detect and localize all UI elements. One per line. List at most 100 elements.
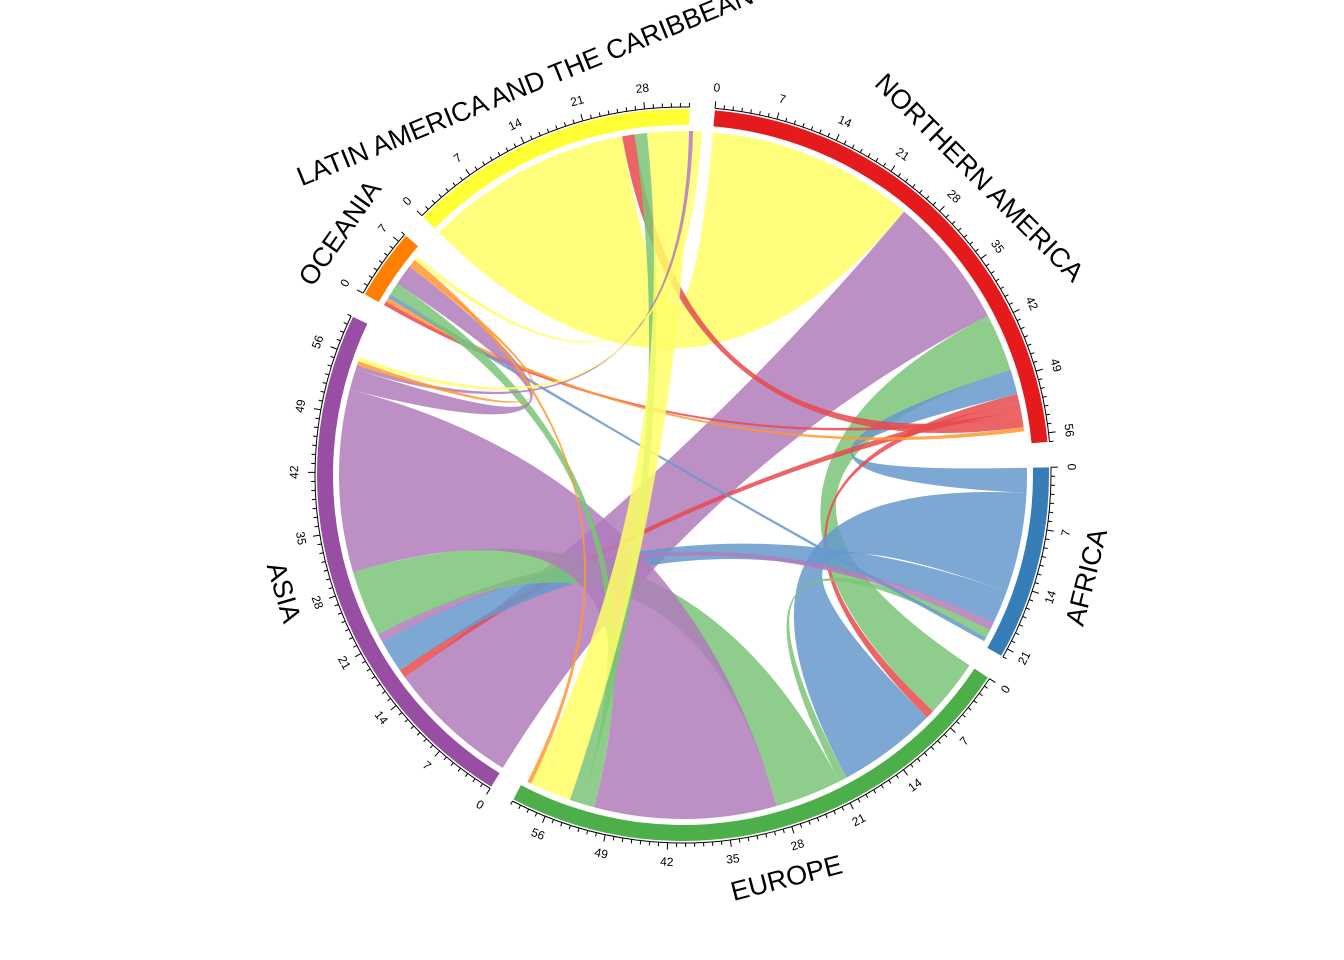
tick-asia-59 <box>343 322 348 325</box>
tick-northern-america-10 <box>802 123 805 128</box>
tick-africa-8 <box>1045 538 1050 541</box>
sector-track-asia[interactable] <box>316 316 500 787</box>
sector-label-africa: AFRICA <box>1060 525 1113 628</box>
tick-northern-america-38 <box>995 278 1000 282</box>
tick-northern-america-41 <box>1008 302 1013 305</box>
tick-northern-america-36 <box>985 263 990 267</box>
tick-northern-america-45 <box>1024 335 1029 338</box>
tick-asia-6 <box>443 756 447 761</box>
sector-track-africa[interactable] <box>987 467 1049 656</box>
tick-europe-16 <box>888 779 892 784</box>
tick-africa-20 <box>1011 640 1016 644</box>
ribbon-latin-america-and-the-caribbean-to-europe[interactable] <box>531 131 690 800</box>
tick-europe-25 <box>816 817 820 822</box>
tick-europe-27 <box>799 823 803 828</box>
tick-label-northern-america-0: 0 <box>713 80 721 95</box>
ribbon-africa-to-europe[interactable] <box>793 491 1027 778</box>
tick-asia-33 <box>319 552 324 555</box>
tick-africa-17 <box>1022 615 1027 619</box>
tick-europe-26 <box>808 820 811 825</box>
tick-label-northern-america-7: 7 <box>777 91 787 106</box>
tick-northern-america-31 <box>957 227 962 232</box>
tick-europe-23 <box>833 810 836 815</box>
ribbon-africa-to-northern-america[interactable] <box>850 369 1027 494</box>
tick-northern-america-40 <box>1004 294 1009 298</box>
tick-label-northern-america-49: 49 <box>1047 357 1064 374</box>
tick-northern-america-3 <box>741 107 743 112</box>
tick-europe-14 <box>903 769 909 776</box>
tick-asia-19 <box>366 668 371 672</box>
tick-asia-7 <box>434 750 441 757</box>
tick-europe-53 <box>568 825 571 830</box>
tick-northern-america-21 <box>890 165 896 172</box>
tick-asia-23 <box>348 637 354 640</box>
tick-northern-america-4 <box>750 109 752 114</box>
ribbon-africa-to-oceania[interactable] <box>388 294 987 642</box>
tick-europe-48 <box>612 836 615 841</box>
tick-label-asia-14: 14 <box>372 708 391 727</box>
tick-europe-51 <box>586 830 589 835</box>
tick-europe-20 <box>857 798 861 803</box>
tick-europe-3 <box>973 700 978 704</box>
tick-northern-america-5 <box>759 111 761 116</box>
ribbon-europe-to-asia[interactable] <box>352 548 840 807</box>
tick-asia-14 <box>390 705 397 711</box>
tick-latin-america-and-the-caribbean-10 <box>489 156 493 161</box>
tick-asia-9 <box>423 738 427 743</box>
tick-latin-america-and-the-caribbean-14 <box>520 136 525 144</box>
tick-europe-0 <box>989 678 996 683</box>
tick-latin-america-and-the-caribbean-19 <box>563 122 567 127</box>
tick-europe-30 <box>774 831 776 836</box>
tick-asia-5 <box>450 762 454 767</box>
tick-asia-29 <box>328 587 333 590</box>
tick-label-europe-7: 7 <box>957 734 972 749</box>
tick-northern-america-35 <box>980 254 987 260</box>
tick-label-latin-america-and-the-caribbean-21: 21 <box>569 92 586 109</box>
tick-latin-america-and-the-caribbean-17 <box>546 128 550 133</box>
tick-africa-12 <box>1037 573 1042 576</box>
tick-asia-2 <box>472 778 476 783</box>
tick-northern-america-2 <box>732 106 734 111</box>
tick-northern-america-53 <box>1044 404 1049 407</box>
tick-northern-america-26 <box>925 195 930 200</box>
sector-track-latin-america-and-the-caribbean[interactable] <box>423 109 690 229</box>
tick-africa-10 <box>1041 556 1046 558</box>
tick-asia-49 <box>313 408 321 411</box>
tick-label-latin-america-and-the-caribbean-7: 7 <box>451 150 465 165</box>
tick-asia-1 <box>479 783 483 788</box>
tick-asia-20 <box>361 660 366 664</box>
tick-europe-60 <box>510 800 513 805</box>
sector-track-northern-america[interactable] <box>713 110 1048 444</box>
tick-europe-2 <box>978 692 983 697</box>
tick-latin-america-and-the-caribbean-18 <box>555 125 558 130</box>
tick-label-europe-14: 14 <box>905 775 924 794</box>
ribbon-asia-to-europe[interactable] <box>339 389 777 819</box>
tick-asia-8 <box>429 744 434 749</box>
tick-asia-35 <box>312 534 321 537</box>
ribbon-europe-to-northern-america[interactable] <box>820 315 1011 712</box>
tick-label-northern-america-21: 21 <box>893 145 912 164</box>
tick-northern-america-50 <box>1038 378 1043 381</box>
sector-track-oceania[interactable] <box>364 235 419 303</box>
tick-label-asia-28: 28 <box>309 594 327 612</box>
ribbon-europe-to-latin-america-and-the-caribbean[interactable] <box>569 132 657 804</box>
tick-asia-15 <box>387 698 391 702</box>
tick-oceania-4 <box>378 260 383 264</box>
tick-europe-4 <box>967 707 972 711</box>
tick-asia-17 <box>376 683 381 687</box>
ribbon-latin-america-and-the-caribbean-to-northern-america[interactable] <box>438 132 905 349</box>
tick-northern-america-27 <box>932 201 937 206</box>
tick-europe-59 <box>518 804 521 810</box>
tick-europe-58 <box>526 808 530 813</box>
tick-asia-18 <box>371 676 376 680</box>
tick-europe-17 <box>880 784 884 789</box>
tick-northern-america-8 <box>785 117 788 122</box>
tick-northern-america-56 <box>1048 431 1056 434</box>
tick-northern-america-32 <box>963 234 968 238</box>
ribbon-asia-to-northern-america[interactable] <box>404 211 988 768</box>
tick-latin-america-and-the-caribbean-23 <box>598 112 601 117</box>
tick-label-latin-america-and-the-caribbean-0: 0 <box>400 193 415 208</box>
tick-label-europe-21: 21 <box>850 811 869 830</box>
tick-latin-america-and-the-caribbean-2 <box>431 199 436 204</box>
